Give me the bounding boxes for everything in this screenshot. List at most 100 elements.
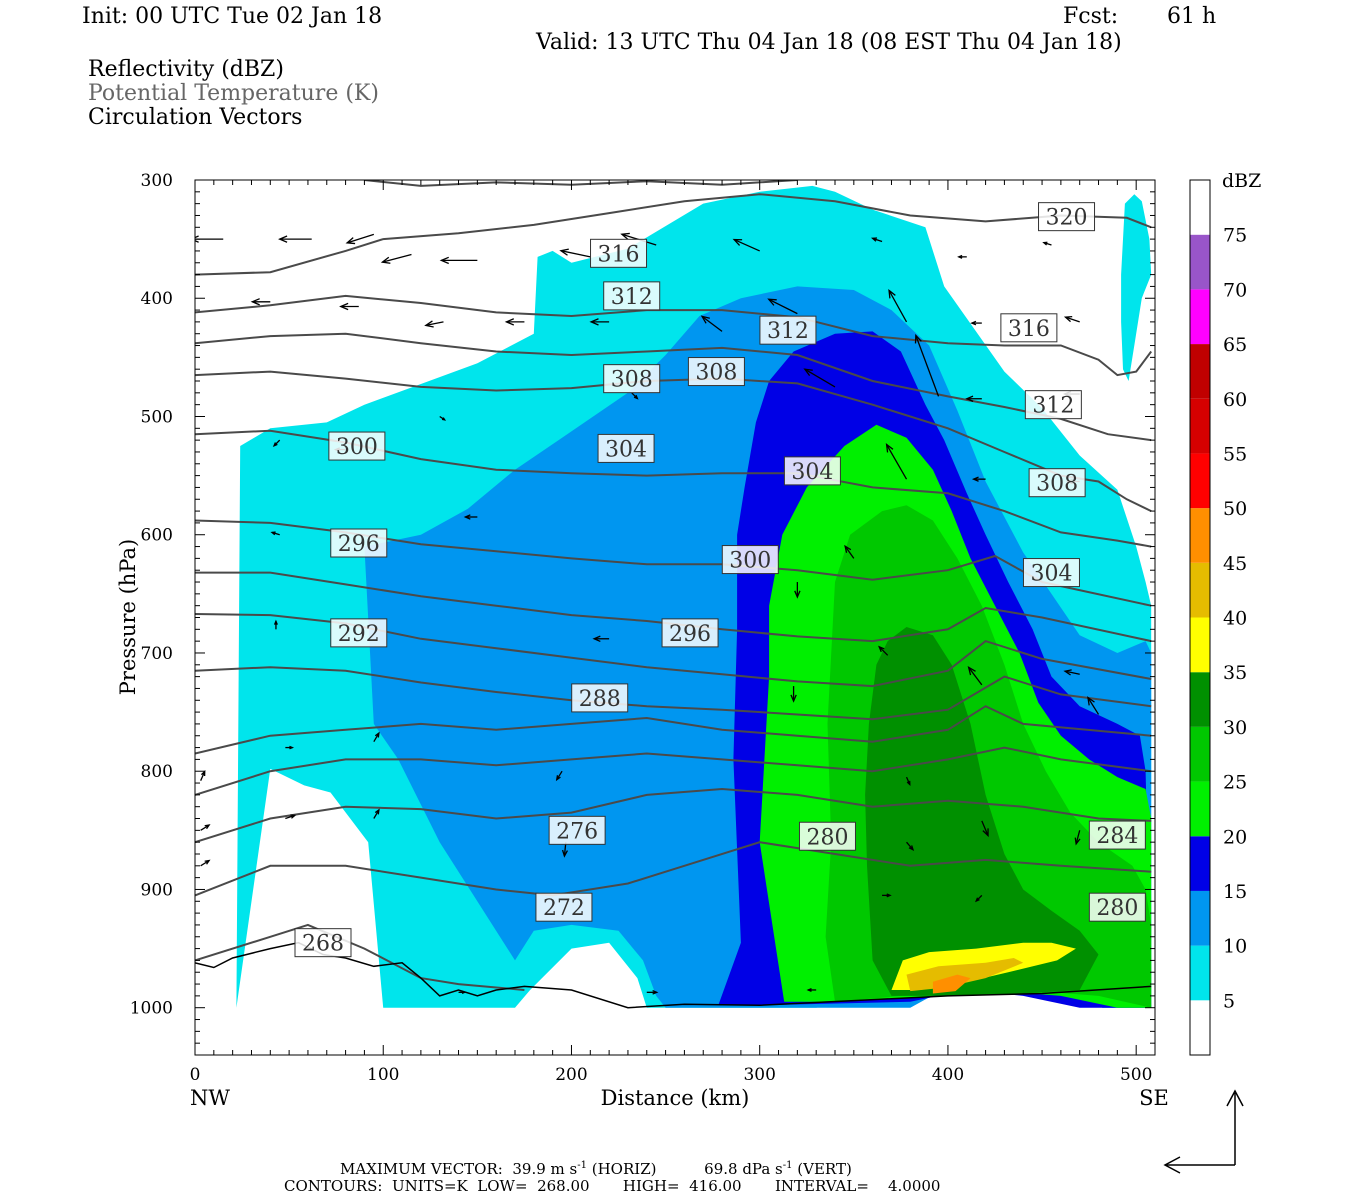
svg-text:312: 312	[767, 319, 809, 344]
svg-text:280: 280	[1096, 896, 1138, 921]
circulation-vector	[965, 395, 982, 402]
theta-label: 280	[1088, 892, 1146, 922]
field-reflectivity: Reflectivity (dBZ)	[88, 57, 284, 82]
circulation-vector	[905, 776, 911, 786]
circulation-vector	[380, 253, 412, 264]
circulation-vector	[732, 238, 760, 252]
axis-text-layer: 0 100 200 300 400 500 300 400 500 600 700 800 900 100…	[116, 171, 1169, 1110]
y-tick-label: 500	[141, 407, 173, 427]
colorbar-tick-label: 55	[1223, 443, 1247, 465]
theta-label: 308	[603, 364, 661, 394]
circulation-vector	[345, 233, 375, 245]
circulation-vector	[700, 315, 723, 332]
colorbar-cell-70	[1190, 234, 1210, 290]
circulation-vector	[270, 531, 280, 536]
circulation-vector	[1087, 696, 1100, 715]
colorbar-cell-60	[1190, 344, 1210, 399]
circulation-vector	[555, 770, 563, 782]
circulation-vector	[424, 320, 444, 328]
colorbar-title: dBZ	[1222, 170, 1261, 192]
theta-label: 304	[597, 433, 655, 463]
circulation-vector	[906, 841, 915, 852]
valid-time: Valid: 13 UTC Thu 04 Jan 18 (08 EST Thu …	[536, 30, 1122, 55]
theta-label: 292	[330, 618, 388, 648]
svg-text:272: 272	[543, 896, 585, 921]
theta-label: 300	[328, 431, 386, 461]
circulation-vector	[589, 318, 610, 326]
colorbar-tick-label: 15	[1223, 881, 1247, 903]
svg-text:304: 304	[791, 460, 833, 485]
circulation-vector	[806, 987, 817, 992]
svg-text:308: 308	[611, 368, 653, 393]
theta-label: 312	[1024, 390, 1082, 420]
colorbar-cell-35	[1190, 617, 1210, 673]
colorbar-cell-20	[1190, 781, 1210, 837]
circulation-vector	[971, 476, 986, 482]
colorbar-tick-label: 20	[1223, 826, 1247, 848]
colorbar-tick-label: 45	[1223, 553, 1247, 575]
svg-text:268: 268	[302, 932, 344, 957]
circulation-vector	[882, 893, 892, 898]
circulation-vector	[957, 254, 967, 259]
circulation-vector	[974, 894, 983, 903]
colorbar: 5 10 15 20 25 30 35 40 45 50 55 60 65 70 75 dBZ	[1189, 170, 1261, 1056]
theta-label: 304	[1022, 558, 1080, 588]
axes-layer	[194, 179, 1156, 1056]
colorbar-cell-40	[1190, 562, 1210, 618]
colorbar-cell-10	[1190, 890, 1210, 946]
circulation-vector	[914, 333, 940, 397]
colorbar-cell-75	[1190, 180, 1210, 235]
theta-label: 316	[590, 238, 648, 268]
theta-label-layer: 320 316 316 312 312 312 308 308 308 304 304 304 300 3…	[294, 202, 1146, 958]
colorbar-cell-30	[1190, 672, 1210, 727]
circulation-vector	[1042, 241, 1052, 246]
svg-text:308: 308	[695, 361, 737, 386]
circulation-vector	[1063, 669, 1080, 676]
theta-label: 284	[1088, 820, 1146, 850]
colorbar-tick-label: 65	[1223, 334, 1247, 356]
colorbar-cell-25	[1190, 726, 1210, 782]
init-time: Init: 00 UTC Tue 02 Jan 18	[82, 4, 383, 29]
circulation-vector	[272, 439, 281, 447]
colorbar-tick-label: 25	[1223, 772, 1247, 794]
circulation-vector	[870, 237, 883, 243]
circulation-vector	[844, 544, 855, 559]
theta-contour-280	[195, 746, 1152, 796]
x-tick-label: 400	[932, 1065, 964, 1085]
nw-end-label: NW	[190, 1086, 230, 1110]
circulation-vector	[504, 318, 525, 326]
y-tick-label: 300	[141, 171, 173, 191]
theta-label: 312	[603, 281, 661, 311]
theta-label: 320	[1038, 202, 1096, 232]
reflectivity-region-5dbz	[1121, 194, 1152, 381]
x-tick-label: 500	[1120, 1065, 1152, 1085]
svg-text:320: 320	[1046, 206, 1088, 231]
y-tick-label: 1000	[130, 999, 173, 1019]
y-tick-label: 600	[141, 526, 173, 546]
colorbar-tick-label: 70	[1223, 279, 1247, 301]
colorbar-cell-15	[1190, 836, 1210, 891]
y-tick-label: 800	[141, 762, 173, 782]
svg-text:296: 296	[338, 532, 380, 557]
colorbar-tick-label: 10	[1223, 936, 1247, 958]
y-tick-label: 900	[141, 880, 173, 900]
circulation-vector	[285, 814, 297, 820]
svg-text:292: 292	[338, 622, 380, 647]
theta-contour-276	[195, 787, 1152, 844]
colorbar-cell-65	[1190, 289, 1210, 345]
y-tick-label: 400	[141, 289, 173, 309]
colorbar-frame	[1189, 179, 1211, 1056]
circulation-vector	[439, 415, 447, 421]
svg-text:288: 288	[579, 687, 621, 712]
colorbar-tick-label: 5	[1223, 990, 1235, 1012]
theta-contour-288	[195, 666, 1152, 721]
theta-label: 280	[798, 821, 856, 851]
colorbar-tick-label: 60	[1223, 389, 1247, 411]
x-axis-title: Distance (km)	[601, 1086, 750, 1110]
theta-label: 296	[330, 528, 388, 558]
circulation-vector	[463, 514, 478, 520]
colorbar-tick-label: 30	[1223, 717, 1247, 739]
field-circulation-vectors: Circulation Vectors	[88, 105, 303, 130]
svg-text:304: 304	[1030, 562, 1072, 587]
